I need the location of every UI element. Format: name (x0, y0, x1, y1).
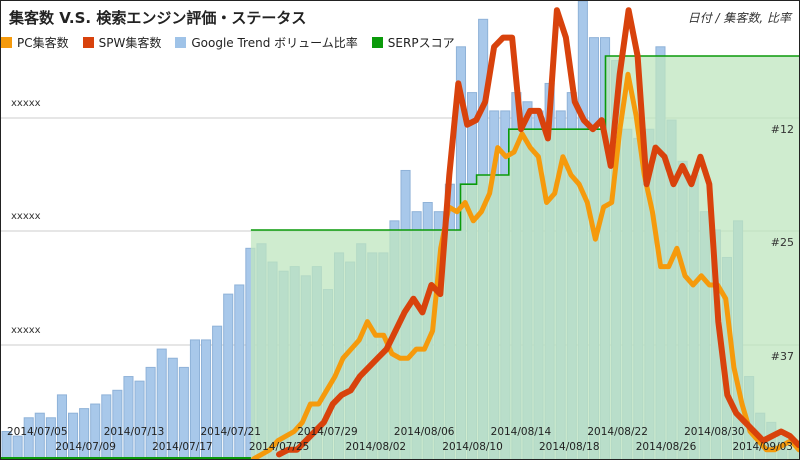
spw-series-line (276, 7, 799, 458)
legend-label: Google Trend ボリューム比率 (191, 35, 358, 50)
serp-line (250, 55, 799, 231)
trend-bar (56, 394, 67, 459)
y-tick-label: xxxxx (11, 211, 41, 222)
x-tick-label: 2014/07/09 (55, 441, 116, 453)
trend-bar (68, 412, 79, 459)
trend-bar (223, 293, 234, 459)
y2-tick-label: #25 (771, 236, 794, 249)
y2-tick-label: #12 (771, 123, 794, 136)
y2-tick-label: #37 (771, 350, 794, 363)
x-tick-label: 2014/07/21 (200, 426, 261, 438)
y-tick-label: xxxxx (11, 98, 41, 109)
trend-bar (12, 435, 23, 459)
legend-label: SPW集客数 (98, 35, 162, 50)
legend-label: SERPスコア (387, 35, 455, 50)
x-tick-label: 2014/07/25 (249, 441, 310, 453)
trend-bar (201, 339, 212, 459)
x-tick-label: 2014/07/05 (7, 426, 68, 438)
x-tick-label: 2014/07/17 (152, 441, 213, 453)
trend-bar (45, 417, 56, 459)
x-tick-label: 2014/08/06 (394, 426, 455, 438)
legend-item-serp[interactable]: SERPスコア (371, 34, 455, 51)
pc-series-line (250, 71, 799, 459)
legend: PC集客数 SPW集客数 Google Trend ボリューム比率 SERPスコ… (1, 33, 469, 51)
x-tick-label: 2014/08/02 (346, 441, 407, 453)
x-tick-label: 2014/09/03 (732, 441, 793, 453)
legend-item-pc[interactable]: PC集客数 (1, 34, 69, 51)
x-tick-label: 2014/08/26 (636, 441, 697, 453)
x-tick-label: 2014/07/29 (297, 426, 358, 438)
trend-bar (90, 403, 101, 459)
chart-title: 集客数 V.S. 検索エンジン評価・ステータス (9, 9, 307, 27)
y-tick-label: xxxxx (11, 325, 41, 336)
x-tick-label: 2014/08/30 (684, 426, 745, 438)
x-tick-label: 2014/08/14 (491, 426, 552, 438)
legend-swatch (371, 36, 383, 48)
axis-note: 日付 / 集客数, 比率 (687, 11, 791, 25)
trend-bar (23, 417, 34, 459)
trend-bar (212, 325, 223, 459)
trend-bar (123, 376, 134, 459)
x-tick-label: 2014/08/10 (442, 441, 503, 453)
legend-swatch (82, 36, 94, 48)
legend-swatch (175, 36, 187, 48)
legend-label: PC集客数 (17, 35, 69, 50)
trend-bar (134, 380, 145, 459)
trend-bar (101, 394, 112, 459)
x-tick-label: 2014/07/13 (104, 426, 165, 438)
legend-item-spw[interactable]: SPW集客数 (82, 34, 162, 51)
x-tick-label: 2014/08/18 (539, 441, 600, 453)
trend-bar (34, 412, 45, 459)
x-tick-label: 2014/08/22 (587, 426, 648, 438)
trend-bar (189, 339, 200, 459)
legend-swatch (1, 36, 12, 48)
legend-item-trend[interactable]: Google Trend ボリューム比率 (175, 34, 358, 51)
